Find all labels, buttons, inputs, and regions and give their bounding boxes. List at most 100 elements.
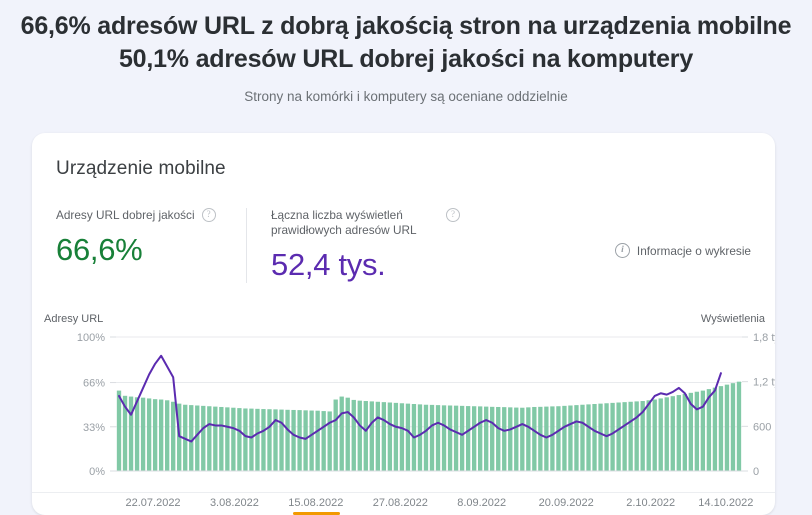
chart-bar [122, 395, 128, 471]
chart-bar [363, 401, 368, 471]
y-axis-right-tick: 1,2 tys. [753, 377, 775, 389]
metric-total-impressions-label-text: Łączna liczba wyświetleń prawidłowych ad… [271, 208, 417, 237]
x-axis-tick: 15.08.2022 [288, 497, 344, 509]
chart-bar [171, 401, 176, 471]
chart-bar [423, 404, 429, 471]
metric-good-urls-label: Adresy URL dobrej jakości ? [56, 208, 246, 223]
chart-bar [249, 408, 254, 471]
chart-bar [622, 402, 627, 471]
chart-bar [550, 406, 555, 471]
chart-bar [140, 397, 146, 471]
chart-bar [195, 405, 200, 471]
chart-line [118, 354, 722, 443]
x-axis-tick: 20.09.2022 [538, 497, 594, 509]
chart-bar [712, 387, 718, 471]
x-axis-tick: 2.10.2022 [626, 497, 676, 509]
chart-bar [447, 405, 453, 471]
chart-bar [598, 403, 603, 471]
chart-bar [441, 405, 447, 471]
chart-bar [730, 383, 736, 471]
chart-bar [682, 393, 687, 471]
chart-bar [297, 410, 302, 471]
chart-bar [664, 397, 669, 471]
chart-bar [279, 409, 284, 471]
x-axis-tick: 22.07.2022 [125, 497, 181, 509]
chart-bar [291, 409, 296, 471]
y-axis-left-tick: 0% [89, 466, 105, 478]
chart-bar [134, 397, 140, 471]
chart-bar [610, 402, 615, 471]
chart-bar [574, 405, 579, 471]
metric-total-impressions-value: 52,4 tys. [271, 247, 386, 282]
help-icon[interactable]: ? [446, 208, 460, 222]
page-header: 66,6% adresów URL z dobrą jakością stron… [0, 0, 812, 104]
x-axis-tick: 3.08.2022 [209, 497, 259, 509]
chart-bar [652, 399, 657, 471]
x-axis-labels: 22.07.2022 3.08.2022 15.08.2022 27.08.2022 8… [32, 492, 775, 515]
chart-bar [261, 409, 266, 471]
chart-bar [315, 410, 320, 471]
chart-bar [471, 406, 477, 471]
chart-bar [640, 401, 645, 471]
chart-bar [490, 406, 495, 471]
chart-bar [568, 405, 573, 471]
chart-bar [158, 399, 164, 471]
chart-bar [496, 406, 501, 471]
mobile-device-card: Urządzenie mobilne Adresy URL dobrej jak… [32, 133, 775, 515]
chart-bar [225, 407, 230, 471]
chart-bar [243, 408, 248, 471]
chart-bar [658, 398, 663, 471]
y-axis-right-title: Wyświetlenia [700, 313, 765, 325]
chart-bar [309, 410, 314, 471]
chart-bar [484, 406, 489, 471]
card-title: Urządzenie mobilne [56, 158, 226, 179]
chart-bar [177, 403, 182, 471]
chart-bar [405, 403, 411, 471]
chart-bar [267, 409, 272, 471]
chart-bar [417, 404, 423, 471]
chart-bar [694, 391, 700, 471]
metric-good-urls-value: 66,6% [56, 232, 143, 267]
chart-bar [165, 400, 170, 471]
chart-bar [435, 405, 441, 471]
y-axis-right-tick: 600 [753, 421, 771, 433]
chart-bar [213, 406, 218, 471]
chart-bar [273, 409, 278, 471]
page-title-line-1: 66,6% adresów URL z dobrą jakością stron… [20, 12, 792, 40]
chart-bar [116, 390, 122, 471]
chart-bar [303, 410, 308, 471]
chart-info-button[interactable]: i Informacje o wykresie [614, 243, 751, 258]
chart-bar [201, 405, 206, 471]
chart-bar [369, 401, 374, 471]
y-axis-left-tick: 100% [77, 332, 105, 344]
chart-bar [219, 406, 224, 471]
chart-bar [381, 402, 387, 471]
y-axis-right-tick: 0 [753, 466, 759, 478]
x-axis-tick: 14.10.2022 [698, 497, 754, 509]
chart-bar [207, 406, 212, 471]
chart-bar [128, 396, 134, 471]
x-axis-tick: 8.09.2022 [457, 497, 507, 509]
page-title: 66,6% adresów URL z dobrą jakością stron… [0, 10, 812, 76]
chart-bar [520, 407, 525, 471]
chart-bar [399, 403, 405, 471]
chart-canvas: 0% 33% 66% 100% 0 600 1,2 tys. 1,8 tys. [77, 332, 775, 478]
chart-bar [502, 407, 507, 471]
chart-bar [478, 406, 483, 471]
page-subtitle: Strony na komórki i komputery są ocenian… [244, 89, 568, 104]
chart-bar [375, 401, 380, 471]
chart: Adresy URL Wyświetlenia 0% 33% 66% 100% 0 600… [32, 313, 775, 515]
chart-bar [351, 399, 356, 471]
chart-bar [345, 397, 350, 471]
chart-bar [628, 401, 633, 471]
x-axis-tick: 27.08.2022 [372, 497, 428, 509]
chart-bar [321, 411, 326, 471]
chart-bar [586, 404, 591, 471]
metric-good-urls-label-text: Adresy URL dobrej jakości [56, 208, 195, 222]
chart-bar [333, 399, 338, 471]
metric-total-impressions: Łączna liczba wyświetleń prawidłowych ad… [246, 208, 501, 283]
chart-bar [255, 408, 260, 471]
chart-bar [718, 386, 724, 471]
help-icon[interactable]: ? [201, 208, 216, 222]
